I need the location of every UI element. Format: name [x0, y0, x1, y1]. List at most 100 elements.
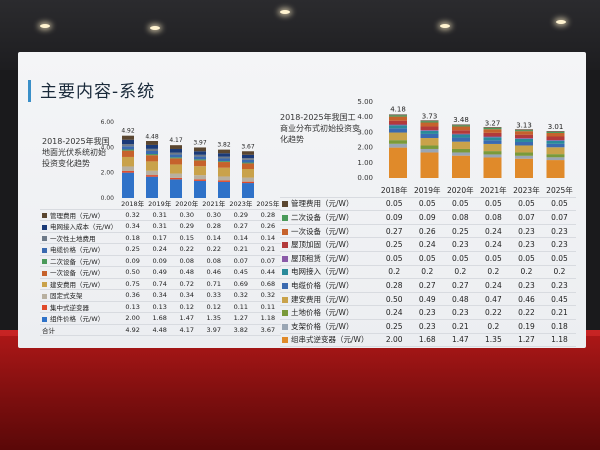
table-cell: 0.05: [542, 251, 576, 266]
table-cell: 0.2: [443, 265, 477, 280]
table-cell: 0.48: [173, 266, 201, 279]
table-cell: 0.19: [509, 319, 543, 334]
table-cell: 0.21: [254, 243, 282, 256]
legend-swatch: [282, 242, 288, 249]
bar-segment: [483, 151, 502, 155]
table-cell: 0.09: [146, 255, 174, 267]
legend-swatch: [42, 259, 47, 265]
table-cell: 0.32: [119, 209, 147, 221]
bar-segment: [170, 158, 182, 165]
total-cell: 4.48: [146, 324, 174, 336]
bar-segment: [122, 146, 134, 150]
table-row: 电网接入成本（元/W） 0.34 0.31 0.29 0.28 0.27 0.26: [40, 220, 282, 233]
table-cell: 0.2: [377, 265, 411, 280]
series-name: 二次设备（元/W）: [50, 257, 105, 266]
legend-swatch: [282, 296, 288, 303]
table-cell: 0.46: [200, 266, 228, 279]
table-cell: 1.47: [173, 312, 201, 325]
bar-segment: [483, 137, 502, 141]
table-cell: 0.18: [542, 319, 576, 334]
table-cell: 0.21: [542, 305, 576, 320]
total-cell: 3.01: [542, 346, 576, 348]
table-cell: 0.24: [146, 243, 174, 256]
table-cell: 0.2: [476, 265, 510, 280]
bar-segment: [218, 181, 230, 198]
category-header: 2020年: [173, 198, 201, 210]
bar-segment: [170, 152, 182, 155]
legend-swatch: [42, 236, 47, 242]
legend-swatch: [42, 293, 47, 299]
bar-segment: [483, 129, 502, 133]
series-label: 组件价格（元/W）: [40, 312, 120, 325]
series-name: 支架价格（元/W）: [291, 321, 354, 331]
table-cell: 0.05: [410, 251, 444, 266]
bar-total-label: 3.82: [217, 142, 231, 149]
bar-segment: [218, 156, 230, 159]
table-row: 组串式逆变器（元/W） 2.00 1.68 1.47 1.35 1.27 1.18: [280, 333, 576, 348]
table-cell: 1.27: [227, 312, 255, 325]
table-cell: 0.30: [200, 209, 228, 221]
table-cell: 0.07: [254, 255, 282, 267]
series-name: 电缆价格（元/W）: [50, 246, 105, 255]
bar-segment: [452, 141, 470, 149]
ceiling-light: [40, 24, 50, 28]
category-header: 2020年: [443, 184, 477, 198]
bar-segment: [170, 173, 182, 178]
series-name: 一次设备（元/W）: [291, 226, 354, 236]
legend-swatch: [282, 255, 288, 262]
table-cell: 0.75: [119, 278, 147, 290]
bar-segment: [389, 124, 407, 126]
bar-segment: [242, 183, 254, 198]
table-cell: 0.14: [227, 232, 255, 244]
bar-segment: [420, 121, 439, 123]
total-row: 合计（元/W）4.183.733.483.273.133.01: [280, 346, 576, 348]
table-row: 屋顶加固（元/W） 0.25 0.24 0.23 0.24 0.23 0.23: [280, 237, 576, 252]
bar-total-label: 3.01: [548, 123, 564, 131]
bar-total-label: 4.92: [121, 128, 135, 135]
legend-swatch: [42, 282, 47, 288]
y-tick-label: 1.00: [357, 159, 373, 167]
table-cell: 0.26: [410, 224, 444, 239]
bar-segment: [452, 137, 470, 142]
table-cell: 1.18: [254, 312, 282, 325]
table-cell: 0.22: [476, 305, 510, 320]
legend-swatch: [282, 323, 288, 330]
total-cell: 3.13: [509, 346, 543, 348]
bar-segment: [122, 172, 134, 198]
bar-segment: [389, 120, 407, 125]
table-header-row: 2018年 2019年 2020年 2021年 2023年 2025年: [280, 184, 576, 198]
bar-segment: [483, 157, 502, 178]
bar-segment: [218, 158, 230, 162]
table-row: 电缆价格（元/W） 0.25 0.24 0.22 0.22 0.21 0.21: [40, 243, 282, 256]
bar-segment: [452, 130, 470, 134]
table-cell: 0.25: [377, 319, 411, 334]
series-name: 一次设备（元/W）: [50, 269, 105, 278]
table-cell: 0.34: [119, 220, 147, 233]
table-cell: 0.07: [227, 255, 255, 267]
bar-segment: [546, 160, 565, 178]
bar-segment: [452, 134, 470, 138]
series-label: 电缆价格（元/W）: [40, 243, 120, 256]
table-cell: 0.68: [254, 278, 282, 290]
bar-segment: [515, 155, 533, 159]
table-cell: 0.05: [476, 251, 510, 266]
table-row: 建安费用（元/W） 0.75 0.74 0.72 0.71 0.69 0.68: [40, 278, 282, 290]
chart-title-ground-pv: 2018-2025年我国地面光伏系统初始投资变化趋势: [42, 137, 110, 168]
y-tick-label: 3.00: [357, 128, 373, 136]
legend-swatch: [42, 247, 47, 253]
table-cell: 0.23: [542, 224, 576, 239]
series-label: 组串式逆变器（元/W）: [280, 333, 378, 348]
legend-swatch: [42, 305, 47, 311]
bar-segment: [420, 133, 439, 139]
bar-segment: [194, 175, 206, 180]
bar-segment: [194, 160, 206, 167]
chart-commercial-pv: 0.00 1.00 2.00 3.00 4.00 5.00 4.18 3.73 3.48 3.27…: [357, 98, 565, 182]
table-row: 固定式支架 0.36 0.34 0.34 0.33 0.32 0.32: [40, 289, 282, 302]
bar-segment: [242, 162, 254, 164]
bar-segment: [483, 140, 502, 144]
bar-segment: [194, 156, 206, 160]
legend-swatch: [282, 282, 288, 289]
table-cell: 0.22: [509, 305, 543, 320]
table-cell: 0.21: [443, 319, 477, 334]
series-name: 屋顶加固（元/W）: [291, 240, 354, 250]
